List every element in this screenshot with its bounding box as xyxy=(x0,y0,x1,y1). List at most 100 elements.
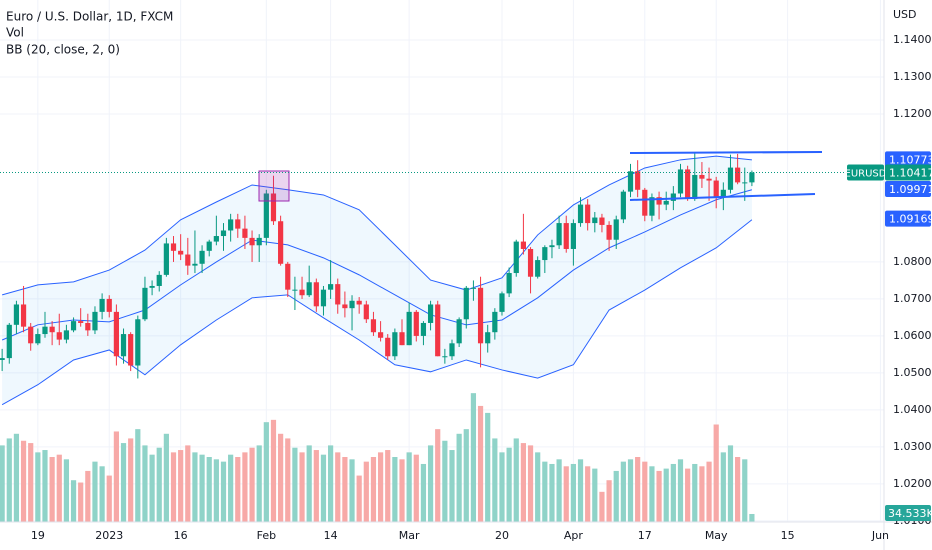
candle-body xyxy=(213,236,219,242)
volume-bar xyxy=(620,461,626,522)
candle-body xyxy=(727,167,734,190)
volume-bar xyxy=(727,445,734,522)
candle-body xyxy=(249,237,255,246)
candle-body xyxy=(235,219,241,229)
candle-body xyxy=(263,193,269,238)
volume-bar xyxy=(670,463,676,522)
candle-body xyxy=(570,223,576,249)
volume-bar xyxy=(220,461,227,522)
candle-body xyxy=(363,304,369,320)
volume-bar xyxy=(28,443,34,522)
x-tick-label: 20 xyxy=(495,529,509,542)
volume-bar xyxy=(527,445,534,522)
x-tick-label: Mar xyxy=(399,529,420,542)
volume-bar xyxy=(427,445,434,522)
channel-bottom xyxy=(629,193,816,201)
candle-body xyxy=(142,287,148,320)
volume xyxy=(0,393,755,522)
candle-body xyxy=(377,332,384,338)
volume-bar xyxy=(149,454,155,522)
volume-bar xyxy=(206,457,212,522)
volume-bar xyxy=(256,445,262,522)
candle-body xyxy=(685,169,691,200)
candle-body xyxy=(563,223,569,249)
y-tick-label: 1.02000 xyxy=(893,477,932,490)
volume-bar xyxy=(156,447,162,522)
candle-body xyxy=(556,223,562,246)
candle-body xyxy=(442,356,448,358)
y-tick-label: 1.05000 xyxy=(893,366,932,379)
candle-body xyxy=(156,274,162,286)
y-tick-label: 1.08000 xyxy=(893,255,932,268)
volume-bar xyxy=(742,459,748,522)
volume-bar xyxy=(656,470,662,522)
candle-body xyxy=(206,241,212,251)
volume-bar xyxy=(563,466,569,522)
volume-bar xyxy=(263,422,269,522)
currency: USD xyxy=(893,8,917,21)
candle-body xyxy=(527,248,534,277)
legend-title: Euro / U.S. Dollar, 1D, FXCM xyxy=(6,10,173,24)
candle-body xyxy=(706,178,712,181)
candle-body xyxy=(385,337,391,357)
volume-bar xyxy=(420,463,427,522)
candle-body xyxy=(199,250,205,264)
candle-body xyxy=(735,167,741,183)
highlight-box xyxy=(258,170,290,202)
x-tick-label: 14 xyxy=(324,529,338,542)
volume-bar xyxy=(635,457,641,522)
candle-body xyxy=(128,334,134,366)
volume-bar xyxy=(585,466,591,522)
candle-body xyxy=(99,298,105,312)
candle-body xyxy=(620,191,626,220)
candle-body xyxy=(42,326,48,335)
volume-bar xyxy=(542,461,548,522)
y-tick-label: 1.12000 xyxy=(893,107,932,120)
volume-bar xyxy=(70,480,77,522)
candle-body xyxy=(56,332,62,340)
volume-bar xyxy=(613,470,619,522)
x-tick-label: Apr xyxy=(564,529,584,542)
volume-bar xyxy=(449,450,455,522)
volume-bar xyxy=(320,454,327,522)
volume-bar xyxy=(199,454,205,522)
candle-body xyxy=(85,322,91,331)
candle-body xyxy=(70,321,77,331)
candle-body xyxy=(0,358,5,360)
candle-body xyxy=(663,200,669,205)
candle-body xyxy=(20,304,27,327)
volume-bar xyxy=(513,438,519,522)
candle-body xyxy=(228,219,234,231)
volume-bar xyxy=(306,445,312,522)
volume-bar xyxy=(642,461,648,522)
volume-bar xyxy=(0,445,5,522)
candle-body xyxy=(220,230,227,237)
candle-body xyxy=(135,319,141,366)
volume-bar xyxy=(377,452,384,522)
candle-body xyxy=(463,287,469,320)
volume-bar xyxy=(627,459,634,522)
candle-body xyxy=(642,189,648,216)
candle-body xyxy=(299,289,305,296)
candle-body xyxy=(313,282,319,307)
candle-body xyxy=(577,204,584,224)
candle-body xyxy=(92,311,98,331)
price-badge-label: 1.10773 xyxy=(889,153,932,166)
y-tick-label: 1.14000 xyxy=(893,33,932,46)
candle-body xyxy=(699,174,705,179)
volume-bar xyxy=(706,461,712,522)
volume-bar xyxy=(120,443,127,522)
volume-bar xyxy=(249,447,255,522)
volume-bar xyxy=(506,447,512,522)
x-tick-label: 2023 xyxy=(95,529,123,542)
candle-body xyxy=(49,326,55,333)
bb-fill xyxy=(2,156,752,405)
price-badge xyxy=(885,164,931,181)
candle-body xyxy=(713,180,719,198)
volume-bar xyxy=(435,429,441,522)
candle-body xyxy=(349,300,355,309)
volume-bar xyxy=(549,463,555,522)
price-badge-label: 1.09971 xyxy=(889,183,932,196)
volume-bar xyxy=(370,457,377,522)
